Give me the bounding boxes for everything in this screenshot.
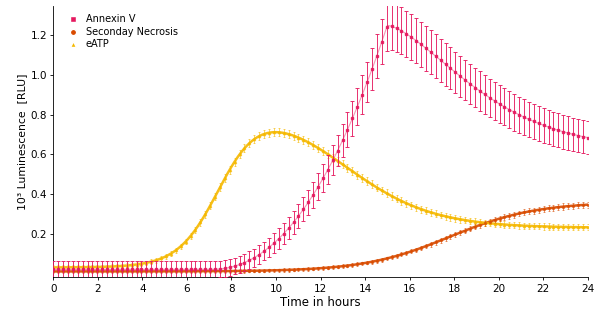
Legend: Annexin V, Seconday Necrosis, eATP: Annexin V, Seconday Necrosis, eATP — [64, 14, 178, 49]
X-axis label: Time in hours: Time in hours — [280, 296, 361, 309]
Y-axis label: 10³ Luminescence  [RLU]: 10³ Luminescence [RLU] — [17, 73, 28, 210]
